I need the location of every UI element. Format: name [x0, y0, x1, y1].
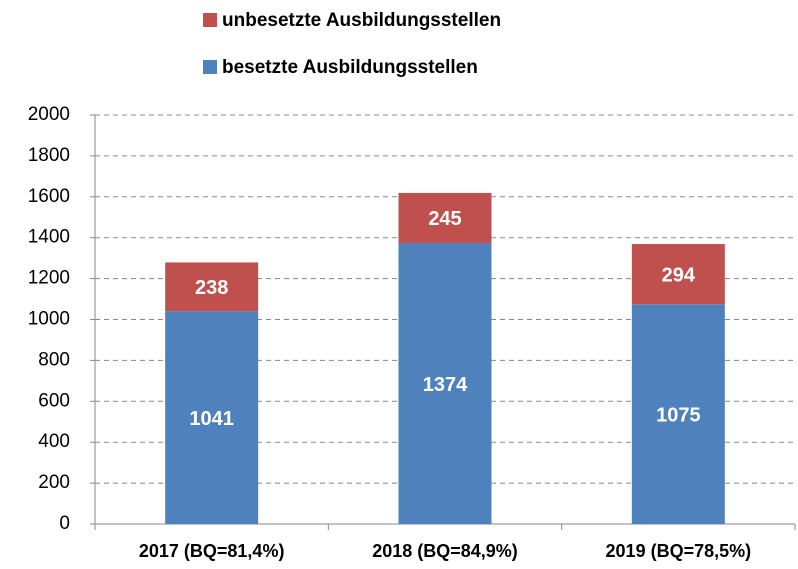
- bar-segment: [631, 304, 725, 524]
- data-label: 1041: [189, 408, 234, 430]
- bar-segment: [165, 311, 259, 524]
- y-tick-label: 1800: [28, 145, 70, 166]
- legend-label: besetzte Ausbildungsstellen: [222, 57, 478, 78]
- x-tick-label: 2019 (BQ=78,5%): [606, 541, 752, 561]
- data-label: 238: [195, 277, 228, 299]
- data-label: 1075: [656, 404, 701, 426]
- y-tick-label: 1000: [28, 309, 70, 330]
- y-tick-label: 200: [38, 472, 70, 493]
- y-tick-label: 1200: [28, 268, 70, 289]
- bar-segment: [398, 243, 492, 524]
- y-tick-label: 1400: [28, 227, 70, 248]
- y-tick-label: 1600: [28, 186, 70, 207]
- legend-swatch: [203, 60, 217, 74]
- y-tick-label: 800: [38, 349, 70, 370]
- legend-label: unbesetzte Ausbildungsstellen: [222, 10, 501, 31]
- y-tick-label: 2000: [28, 104, 70, 125]
- data-label: 294: [662, 264, 696, 286]
- bar-segment: [165, 262, 259, 312]
- legend-swatch: [203, 13, 217, 27]
- bar-segment: [631, 244, 725, 305]
- y-tick-label: 400: [38, 431, 70, 452]
- x-tick-label: 2018 (BQ=84,9%): [372, 541, 518, 561]
- data-label: 1374: [423, 374, 468, 396]
- bar-segment: [398, 192, 492, 244]
- y-tick-label: 0: [59, 513, 70, 534]
- y-tick-label: 600: [38, 390, 70, 411]
- x-tick-label: 2017 (BQ=81,4%): [139, 541, 285, 561]
- data-label: 245: [428, 208, 461, 230]
